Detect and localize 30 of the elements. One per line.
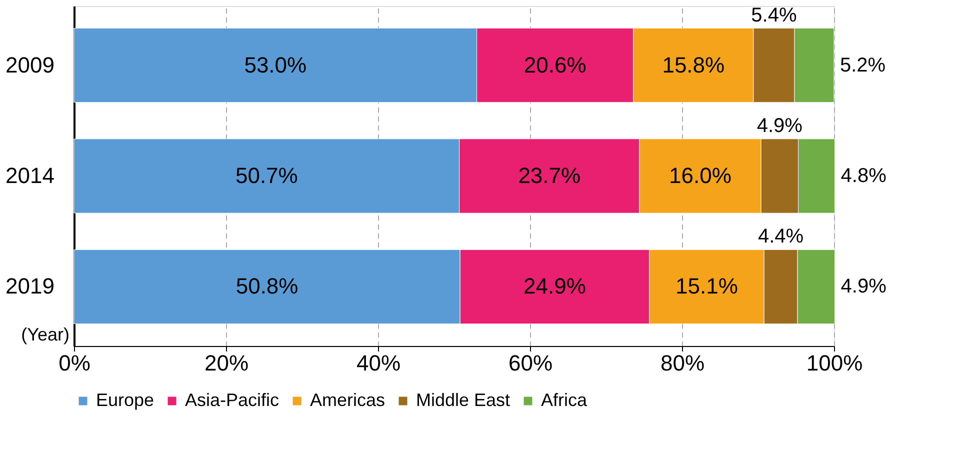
- x-tick-label: 40%: [356, 350, 401, 376]
- legend-label: Europe: [96, 390, 154, 410]
- legend-label: Africa: [541, 390, 588, 410]
- data-label: 24.9%: [524, 274, 586, 299]
- x-tick-label: 60%: [508, 350, 553, 376]
- data-label: 4.8%: [840, 165, 887, 187]
- data-label: 50.8%: [236, 274, 298, 299]
- data-label: 16.0%: [669, 163, 732, 188]
- data-label: 15.1%: [676, 274, 738, 299]
- y-axis-title: (Year): [21, 324, 70, 344]
- data-label: 4.9%: [756, 115, 803, 137]
- data-label: 50.7%: [235, 163, 298, 188]
- data-label: 5.4%: [751, 4, 797, 26]
- data-label: 4.4%: [758, 226, 804, 248]
- legend-label: Middle East: [416, 390, 510, 410]
- data-label: 4.9%: [840, 276, 887, 298]
- x-tick-label: 20%: [204, 350, 249, 376]
- data-label: 23.7%: [518, 163, 581, 188]
- y-tick-label: 2019: [6, 274, 54, 299]
- data-label: 15.8%: [662, 52, 725, 78]
- y-tick-label: 2009: [6, 52, 54, 78]
- x-tick-label: 100%: [806, 350, 863, 376]
- x-tick-label: 80%: [660, 350, 705, 376]
- legend-label: Asia-Pacific: [185, 390, 280, 410]
- data-label: 53.0%: [244, 52, 307, 78]
- data-label: 20.6%: [524, 52, 586, 78]
- x-tick-label: 0%: [58, 350, 90, 376]
- y-tick-label: 2014: [6, 163, 54, 188]
- data-label: 5.2%: [840, 54, 886, 76]
- legend-label: Americas: [310, 390, 386, 410]
